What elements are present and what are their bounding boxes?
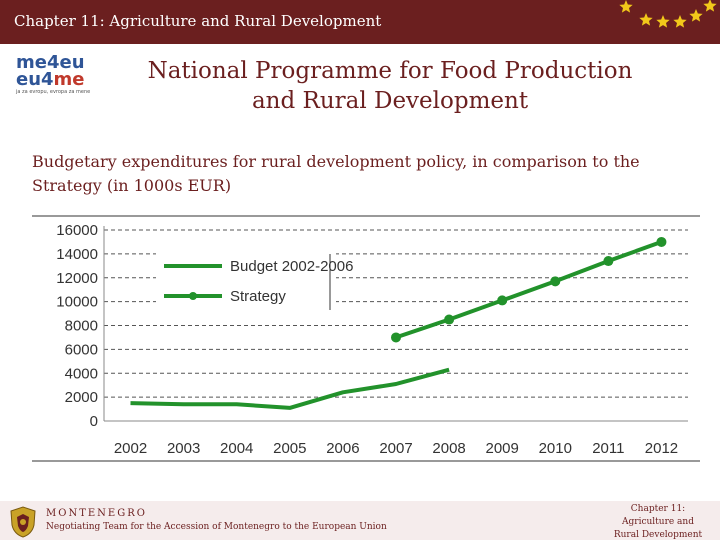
series-line	[130, 367, 450, 410]
data-point	[497, 295, 508, 306]
eu-star-icon	[689, 9, 703, 22]
x-tick-label: 2005	[273, 440, 306, 457]
y-tick-label: 6000	[65, 341, 98, 358]
y-tick-label: 16000	[56, 222, 98, 239]
eu-star-icon	[673, 15, 687, 28]
logo-text-me: me	[53, 69, 85, 90]
data-point	[656, 236, 667, 247]
footer-chapter-line2: Agriculture and	[622, 517, 694, 527]
chart-subtitle: Budgetary expenditures for rural develop…	[32, 152, 640, 195]
y-tick-label: 0	[90, 413, 98, 430]
page-title-line1: National Programme for Food Production	[147, 58, 633, 84]
footer-bar: MONTENEGRO Negotiating Team for the Acce…	[0, 501, 720, 540]
x-tick-label: 2007	[379, 440, 412, 457]
x-tick-label: 2006	[326, 440, 359, 457]
header-bar: Chapter 11: Agriculture and Rural Develo…	[0, 0, 720, 44]
footer-country: MONTENEGRO	[46, 508, 147, 519]
x-tick-label: 2009	[485, 440, 518, 457]
footer-chapter: Chapter 11: Agriculture and Rural Develo…	[606, 503, 710, 542]
x-tick-label: 2002	[114, 440, 147, 457]
eu-star-icon	[703, 0, 717, 12]
x-tick-label: 2012	[645, 440, 678, 457]
footer-chapter-line1: Chapter 11:	[630, 504, 686, 514]
data-point	[391, 332, 401, 343]
logo-text-eu: eu	[59, 52, 85, 73]
legend-label: Budget 2002-2006	[230, 258, 353, 275]
data-point	[603, 256, 614, 267]
x-tick-label: 2011	[592, 440, 624, 457]
eu-star-icon	[619, 0, 633, 13]
page-title-line2: and Rural Development	[251, 88, 529, 114]
y-tick-label: 2000	[65, 389, 98, 406]
x-tick-label: 2003	[167, 440, 200, 457]
y-tick-label: 10000	[56, 294, 98, 311]
logo-text-me4: me4	[16, 52, 60, 73]
me4eu-logo: me4eu eu4me ja za evropu, evropa za mene	[16, 54, 106, 100]
eu-star-icon	[656, 15, 670, 28]
y-tick-label: 8000	[65, 318, 98, 335]
logo-text-eu4: eu4	[16, 69, 54, 90]
data-point	[444, 314, 455, 325]
y-tick-label: 14000	[56, 246, 98, 263]
data-point	[550, 276, 561, 287]
x-tick-label: 2004	[220, 440, 253, 457]
x-tick-label: 2008	[432, 440, 465, 457]
y-tick-label: 12000	[56, 270, 98, 287]
series-line	[395, 240, 663, 340]
logo-tagline: ja za evropu, evropa za mene	[16, 89, 91, 95]
eu-star-icon	[639, 13, 653, 26]
footer-chapter-line3: Rural Development	[613, 530, 703, 540]
coat-of-arms-icon	[10, 506, 36, 538]
page-title: National Programme for Food Production a…	[110, 56, 670, 116]
x-tick-label: 2010	[539, 440, 572, 457]
line-chart: 0 2000 4000 6000 8000 10000 12000 14000 16000 200…	[32, 215, 700, 462]
legend-marker	[189, 292, 197, 300]
legend-label: Strategy	[230, 288, 286, 305]
legend-box	[156, 246, 336, 318]
footer-team: Negotiating Team for the Accession of Mo…	[46, 522, 387, 532]
header-title: Chapter 11: Agriculture and Rural Develo…	[14, 12, 382, 30]
y-tick-label: 4000	[65, 365, 98, 382]
eu-stars-icon	[619, 0, 717, 28]
